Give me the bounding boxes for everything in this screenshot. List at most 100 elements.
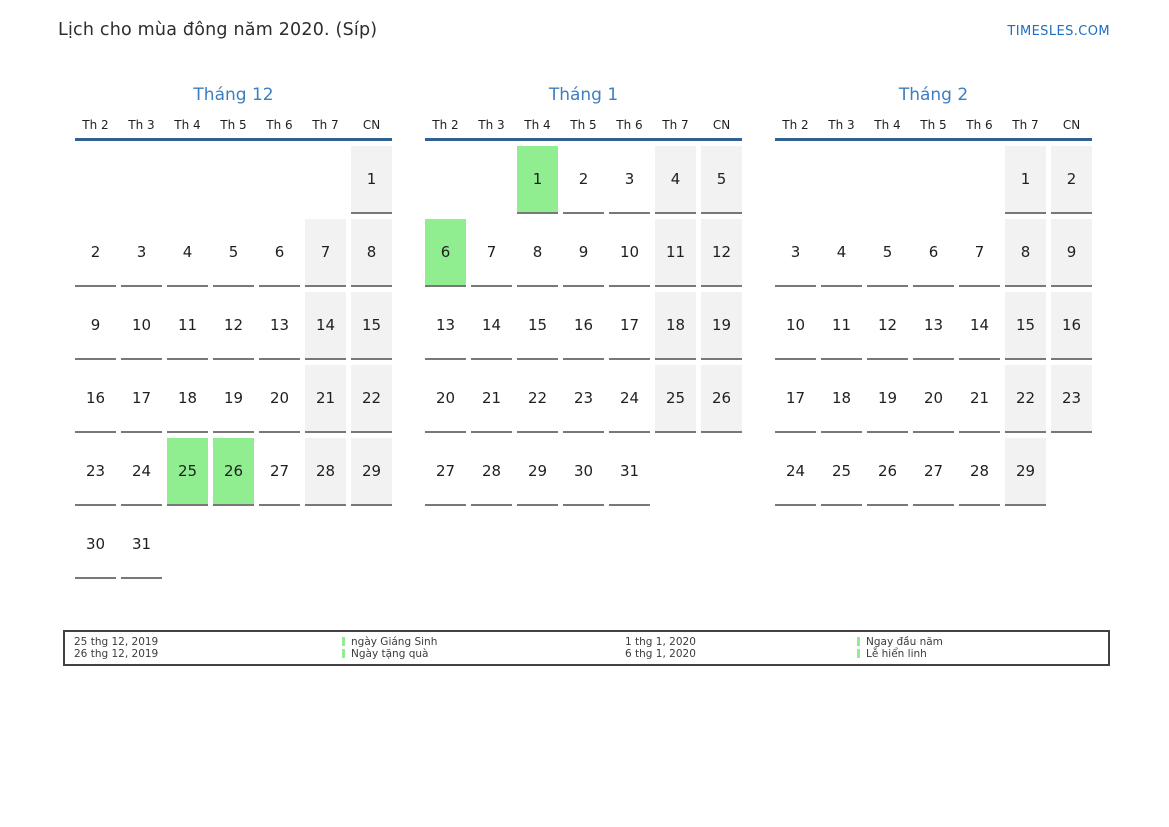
day-cell: 9 xyxy=(563,219,604,287)
day-cell: 3 xyxy=(609,146,650,214)
empty-cell xyxy=(775,146,816,214)
day-cell: 1 xyxy=(517,146,558,214)
day-cell: 10 xyxy=(609,219,650,287)
day-cell: 16 xyxy=(563,292,604,360)
day-cell: 18 xyxy=(167,365,208,433)
day-cell: 24 xyxy=(121,438,162,506)
legend-date: 25 thg 12, 2019 xyxy=(74,636,159,648)
legend-labels-column: Ngay đầu năm Lễ hiển linh xyxy=(857,636,943,660)
weekday-header-row: Th 2 Th 3 Th 4 Th 5 Th 6 Th 7 CN xyxy=(775,118,1092,132)
day-cell: 7 xyxy=(959,219,1000,287)
day-cell: 4 xyxy=(167,219,208,287)
month-block: Tháng 2 Th 2 Th 3 Th 4 Th 5 Th 6 Th 7 CN 1 2 3 4 5 6 7… xyxy=(775,85,1092,579)
day-cell: 26 xyxy=(701,365,742,433)
day-grid: 1 2 3 4 5 6 7 8 9 10 11 12 13 14 15 16 17 18 19 20 21 22 23 24 2… xyxy=(425,146,742,506)
empty-cell xyxy=(959,146,1000,214)
day-cell: 9 xyxy=(1051,219,1092,287)
day-cell: 18 xyxy=(821,365,862,433)
weekday-label: Th 3 xyxy=(128,118,155,132)
legend-label: Ngày tặng quà xyxy=(342,648,437,660)
weekday-label: CN xyxy=(712,118,731,132)
legend-group: 1 thg 1, 2020 6 thg 1, 2020 Ngay đầu năm Lễ… xyxy=(625,636,943,660)
day-cell: 26 xyxy=(213,438,254,506)
legend-date: 6 thg 1, 2020 xyxy=(625,648,696,660)
day-cell: 13 xyxy=(913,292,954,360)
day-cell: 21 xyxy=(959,365,1000,433)
weekday-label: Th 5 xyxy=(570,118,597,132)
day-cell: 4 xyxy=(655,146,696,214)
weekday-label: Th 4 xyxy=(174,118,201,132)
day-cell: 17 xyxy=(121,365,162,433)
day-cell: 20 xyxy=(259,365,300,433)
day-cell: 11 xyxy=(167,292,208,360)
day-cell: 5 xyxy=(701,146,742,214)
day-cell: 28 xyxy=(959,438,1000,506)
day-cell: 21 xyxy=(305,365,346,433)
day-cell: 8 xyxy=(351,219,392,287)
day-cell: 21 xyxy=(471,365,512,433)
day-cell: 25 xyxy=(655,365,696,433)
legend-group: 25 thg 12, 2019 26 thg 12, 2019 ngày Giáng… xyxy=(74,636,437,660)
month-header-rule xyxy=(425,138,742,141)
day-cell: 10 xyxy=(775,292,816,360)
day-cell: 28 xyxy=(471,438,512,506)
day-cell: 25 xyxy=(167,438,208,506)
day-grid: 1 2 3 4 5 6 7 8 9 10 11 12 13 14 15 16 17 18 19 20 21 22 23 24 2… xyxy=(775,146,1092,506)
day-cell: 2 xyxy=(1051,146,1092,214)
day-cell: 17 xyxy=(775,365,816,433)
day-cell: 14 xyxy=(471,292,512,360)
month-header-rule xyxy=(775,138,1092,141)
weekday-label: CN xyxy=(362,118,381,132)
day-cell: 11 xyxy=(655,219,696,287)
day-cell: 18 xyxy=(655,292,696,360)
day-cell: 17 xyxy=(609,292,650,360)
weekday-label: Th 4 xyxy=(524,118,551,132)
empty-cell xyxy=(121,146,162,214)
day-cell: 19 xyxy=(867,365,908,433)
weekday-label: Th 7 xyxy=(662,118,689,132)
day-cell: 14 xyxy=(959,292,1000,360)
day-cell: 25 xyxy=(821,438,862,506)
day-cell: 16 xyxy=(75,365,116,433)
day-cell: 26 xyxy=(867,438,908,506)
legend-dates-column: 25 thg 12, 2019 26 thg 12, 2019 xyxy=(74,636,342,660)
day-cell: 20 xyxy=(425,365,466,433)
holiday-color-bar xyxy=(857,649,860,658)
month-header-rule xyxy=(75,138,392,141)
day-cell: 30 xyxy=(563,438,604,506)
weekday-label: Th 7 xyxy=(312,118,339,132)
empty-cell xyxy=(259,146,300,214)
legend-date: 1 thg 1, 2020 xyxy=(625,636,696,648)
weekday-label: Th 4 xyxy=(874,118,901,132)
legend-label: ngày Giáng Sinh xyxy=(342,636,437,648)
day-cell: 8 xyxy=(517,219,558,287)
day-cell: 29 xyxy=(517,438,558,506)
empty-cell xyxy=(305,146,346,214)
day-cell: 24 xyxy=(609,365,650,433)
holiday-color-bar xyxy=(342,649,345,658)
day-cell: 15 xyxy=(351,292,392,360)
day-cell: 12 xyxy=(213,292,254,360)
day-cell: 23 xyxy=(75,438,116,506)
day-cell: 22 xyxy=(351,365,392,433)
weekday-label: Th 3 xyxy=(478,118,505,132)
empty-cell xyxy=(471,146,512,214)
day-cell: 19 xyxy=(213,365,254,433)
month-title: Tháng 2 xyxy=(898,85,969,105)
day-cell: 6 xyxy=(259,219,300,287)
legend-label: Ngay đầu năm xyxy=(857,636,943,648)
day-cell: 7 xyxy=(471,219,512,287)
weekday-label: Th 5 xyxy=(220,118,247,132)
weekday-label: Th 6 xyxy=(966,118,993,132)
day-cell: 4 xyxy=(821,219,862,287)
empty-cell xyxy=(213,146,254,214)
holiday-color-bar xyxy=(857,637,860,646)
weekday-label: Th 7 xyxy=(1012,118,1039,132)
day-cell: 31 xyxy=(121,511,162,579)
day-cell: 24 xyxy=(775,438,816,506)
weekday-label: Th 6 xyxy=(266,118,293,132)
weekday-label: Th 2 xyxy=(82,118,109,132)
site-link[interactable]: TIMESLES.COM xyxy=(1007,24,1110,39)
weekday-header-row: Th 2 Th 3 Th 4 Th 5 Th 6 Th 7 CN xyxy=(75,118,392,132)
